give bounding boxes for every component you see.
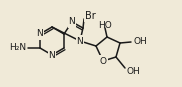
Text: HO: HO [98, 21, 112, 29]
Text: O: O [100, 56, 106, 66]
Text: N: N [69, 17, 75, 27]
Text: N: N [37, 29, 43, 39]
Text: Br: Br [85, 11, 96, 21]
Text: H₂N: H₂N [9, 44, 26, 52]
Text: OH: OH [134, 37, 148, 46]
Text: OH: OH [127, 66, 141, 76]
Text: N: N [49, 50, 55, 60]
Text: N: N [77, 37, 83, 46]
